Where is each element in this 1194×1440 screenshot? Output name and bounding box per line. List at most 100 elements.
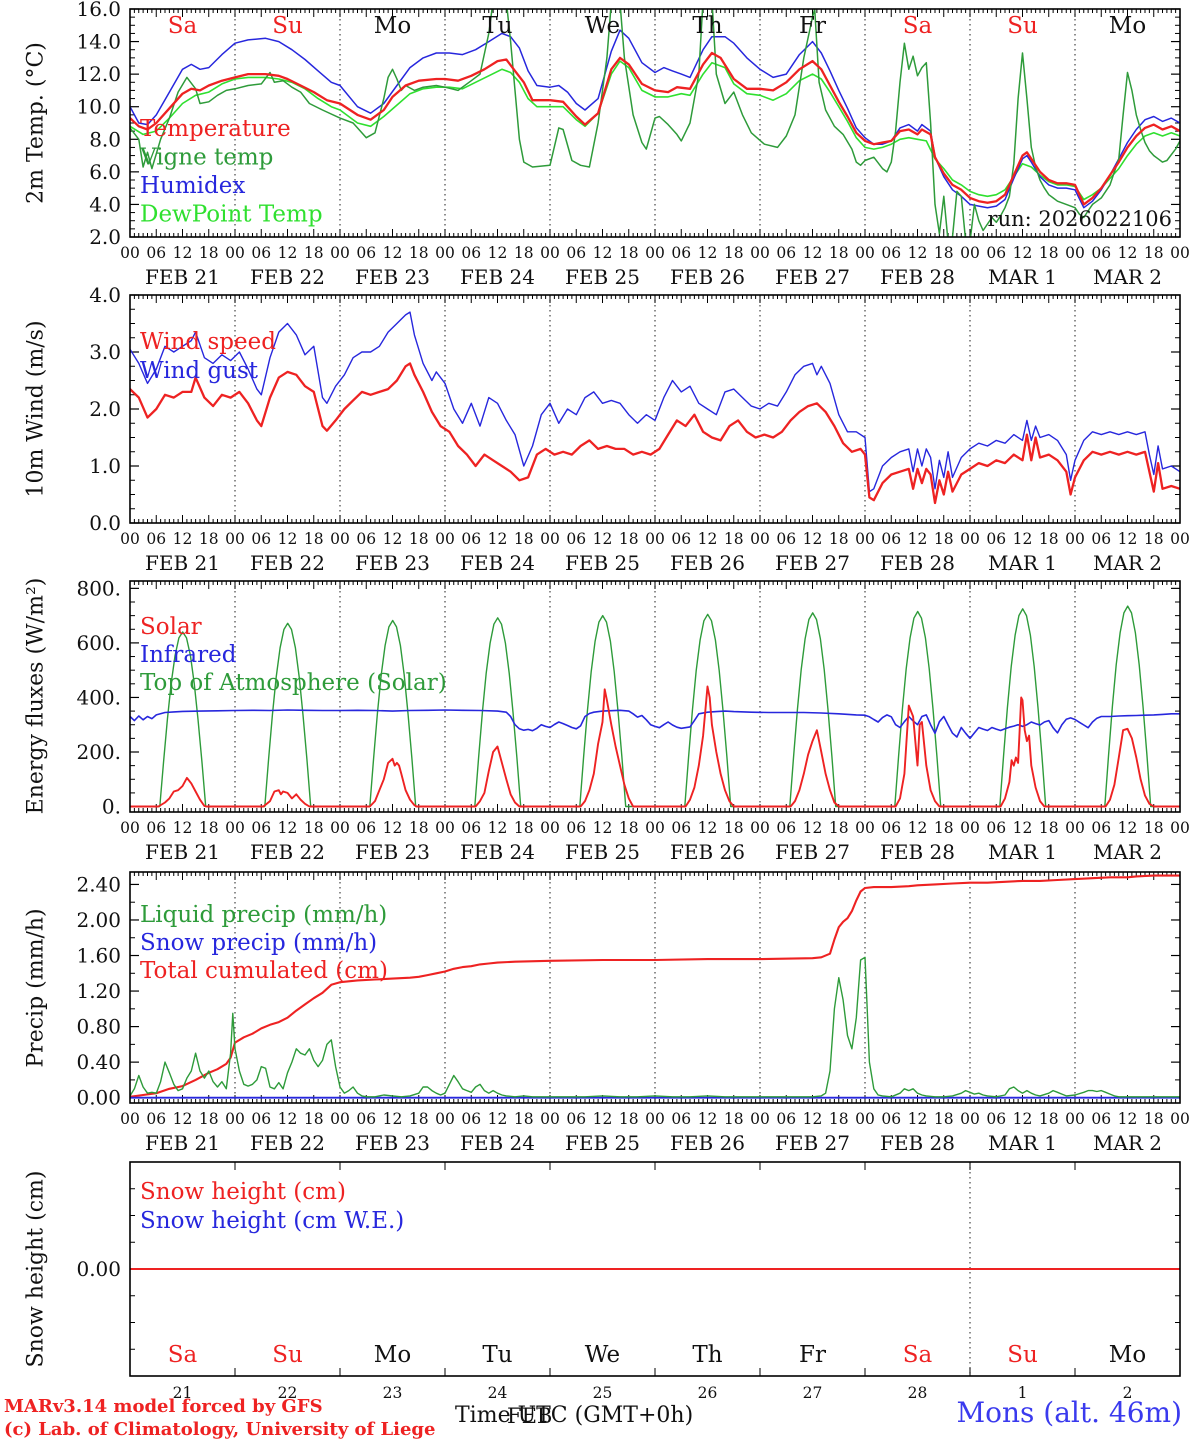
hour-tick-label: 00 [120,1110,140,1128]
hour-tick-label: 06 [461,244,481,262]
hour-tick-label: 06 [146,1110,166,1128]
date-label: FEB 27 [775,551,850,575]
series-lines [130,605,1180,808]
date-label: FEB 28 [880,840,955,864]
date-label: FEB 25 [565,840,640,864]
date-label: MAR 1 [988,551,1057,575]
lab-credit-line: (c) Lab. of Climatology, University of L… [4,1419,436,1440]
hour-tick-label: 18 [724,530,744,548]
hour-tick-label: 12 [383,1110,403,1128]
hour-tick-label: 00 [435,1110,455,1128]
hour-tick-label: 00 [330,1110,350,1128]
hour-tick-label: 06 [356,1110,376,1128]
hour-tick-label: 18 [724,819,744,837]
panel--m-temp-c-: 2.0 4.0 6.0 8.0 10.0 12.0 14.0 16.0 Temperature V… [76,0,1189,289]
hour-tick-label: 18 [619,244,639,262]
hour-tick-label: 06 [1091,819,1111,837]
panel-precip-mm-h-: 0.00 0.40 0.80 1.20 1.60 2.00 2.40 Liquid preci… [76,871,1190,1155]
day-number-label: 24 [488,1384,508,1402]
y-tick-label: 12.0 [76,62,121,86]
date-label: FEB 25 [565,265,640,289]
date-label: FEB 23 [355,265,430,289]
date-label: FEB 23 [355,551,430,575]
time-axis-title: Time UTC (GMT+0h) [455,1403,694,1428]
day-number-label: 2 [1123,1384,1133,1402]
hour-labels-row: 00 06 12 18 00 06 12 18 00 06 12 18 00 06 12 18 00 06 12 18… [120,819,1190,837]
hour-tick-label: 00 [645,244,665,262]
day-name-label: We [585,1342,620,1368]
hour-tick-label: 00 [750,1110,770,1128]
y-tick-label: 6.0 [89,160,121,184]
date-label: FEB 24 [460,840,535,864]
hour-tick-label: 00 [540,244,560,262]
series-infrared-line [130,709,1180,740]
hour-tick-label: 06 [356,819,376,837]
hour-tick-label: 18 [199,819,219,837]
hour-tick-label: 12 [278,1110,298,1128]
date-label: MAR 1 [988,1131,1057,1155]
day-name-label: Mo [374,1342,411,1368]
hour-tick-label: 06 [566,819,586,837]
hour-tick-label: 18 [619,819,639,837]
hour-tick-label: 12 [173,1110,193,1128]
plot-frame [129,580,1181,813]
day-gridlines [234,9,1076,237]
hour-tick-label: 12 [593,1110,613,1128]
hour-tick-label: 00 [750,244,770,262]
hour-tick-label: 12 [593,244,613,262]
hour-tick-label: 06 [1091,530,1111,548]
y-tick-label: 1.60 [76,944,121,968]
y-tick-label: 1.0 [89,454,121,478]
hour-tick-label: 12 [1013,1110,1033,1128]
hour-tick-label: 06 [881,819,901,837]
hour-tick-label: 00 [645,1110,665,1128]
hour-tick-label: 06 [356,530,376,548]
date-label: MAR 2 [1093,551,1162,575]
plot-frame [129,1161,1181,1377]
legend-item-infrared: Infrared [140,642,237,668]
hour-tick-label: 12 [278,530,298,548]
hour-tick-label: 00 [750,819,770,837]
hour-tick-label: 00 [540,530,560,548]
y-tick-label: 800. [76,576,121,600]
y-tick-label: 0.0 [89,511,121,535]
series-lines [130,9,1180,237]
hour-tick-label: 12 [383,530,403,548]
hour-tick-label: 18 [409,244,429,262]
hour-tick-label: 18 [829,530,849,548]
hour-tick-label: 18 [514,819,534,837]
hour-tick-label: 00 [225,530,245,548]
legend-item-dewpoint-temp: DewPoint Temp [140,202,323,228]
hour-tick-label: 18 [1144,819,1164,837]
hour-tick-label: 06 [1091,1110,1111,1128]
day-name-label: Su [272,1342,303,1368]
date-label: FEB 26 [670,265,745,289]
hour-labels-row: 00 06 12 18 00 06 12 18 00 06 12 18 00 06 12 18 00 06 12 18… [120,244,1190,262]
date-label: FEB 25 [565,1131,640,1155]
hour-tick-label: 12 [698,819,718,837]
date-label: FEB 27 [775,265,850,289]
hour-tick-label: 12 [1013,244,1033,262]
y-tick-label: 2.0 [89,397,121,421]
plot-frame [129,871,1181,1104]
legend: Wind speed Wind gust [140,329,276,384]
legend-item-wind-speed: Wind speed [140,329,276,355]
hour-tick-label: 00 [540,819,560,837]
series-liquid-precip-mm-h--line [130,956,1180,1098]
y-axis-title-energy: Energy fluxes (W/m²) [23,577,49,815]
series-humidex-line [130,29,1180,209]
y-ticks: 0. 200. 400. 600. 800. [76,576,1180,819]
hour-tick-label: 18 [934,530,954,548]
date-labels-row: FEB 21 FEB 22 FEB 23 FEB 24 FEB 25 FEB 26 FEB … [145,265,1162,289]
day-name-label: We [585,13,620,39]
y-tick-label: 2.40 [76,872,121,896]
date-label: FEB 22 [250,551,325,575]
legend: Snow height (cm) Snow height (cm W.E.) [140,1179,404,1234]
hour-tick-label: 12 [488,1110,508,1128]
hour-tick-label: 06 [776,244,796,262]
hour-tick-label: 06 [146,244,166,262]
hour-tick-label: 06 [881,530,901,548]
hour-tick-label: 00 [225,1110,245,1128]
